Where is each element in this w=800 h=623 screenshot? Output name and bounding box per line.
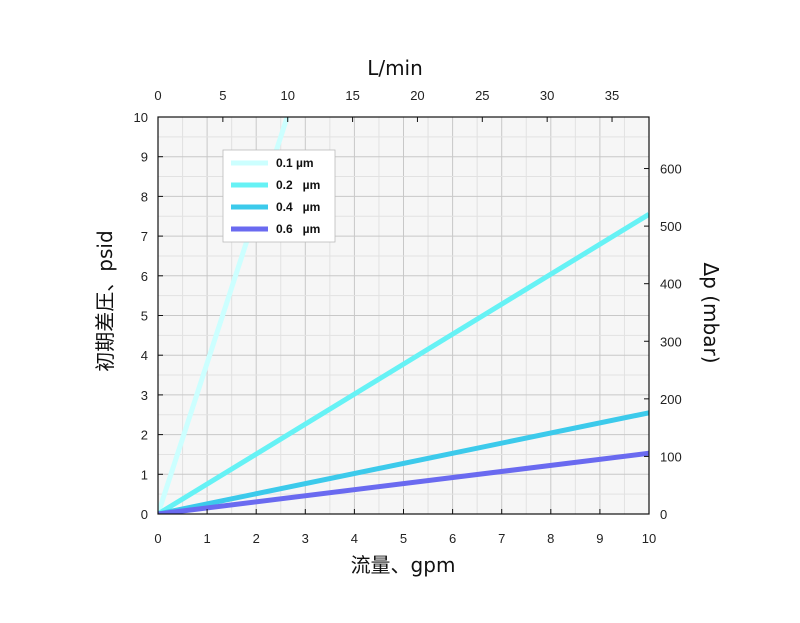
bottom-tick-label: 5 — [400, 531, 407, 546]
series-line-1 — [158, 117, 290, 514]
legend-label: 0.2 µm — [276, 178, 320, 192]
left-tick-label: 3 — [141, 388, 148, 403]
top-tick-label: 20 — [410, 88, 424, 103]
bottom-tick-label: 9 — [596, 531, 603, 546]
top-tick-label: 15 — [345, 88, 359, 103]
bottom-axis-title: 流量、gpm — [351, 553, 456, 577]
left-axis: 0 1 2 3 4 5 6 7 8 9 10 — [134, 110, 163, 522]
legend-label: 0.6 µm — [276, 222, 320, 236]
top-axis-title: L/min — [367, 56, 423, 80]
top-tick-label: 5 — [219, 88, 226, 103]
top-tick-label: 25 — [475, 88, 489, 103]
bottom-axis: 0 1 2 3 4 5 6 7 8 9 10 — [154, 509, 656, 546]
left-tick-label: 4 — [141, 348, 148, 363]
legend-label: 0.1 µm — [276, 156, 314, 170]
left-tick-label: 6 — [141, 269, 148, 284]
left-tick-label: 10 — [134, 110, 148, 125]
bottom-tick-label: 8 — [547, 531, 554, 546]
bottom-tick-label: 3 — [302, 531, 309, 546]
right-tick-label: 500 — [660, 219, 682, 234]
series-line-2 — [158, 212, 649, 514]
bottom-tick-label: 0 — [154, 531, 161, 546]
left-tick-label: 2 — [141, 428, 148, 443]
bottom-tick-label: 4 — [351, 531, 358, 546]
left-tick-label: 0 — [141, 507, 148, 522]
series-layer — [158, 117, 649, 514]
top-tick-label: 0 — [154, 88, 161, 103]
bottom-tick-label: 7 — [498, 531, 505, 546]
right-tick-label: 300 — [660, 334, 682, 349]
bottom-tick-label: 10 — [642, 531, 656, 546]
right-tick-label: 0 — [660, 507, 667, 522]
bottom-tick-label: 1 — [203, 531, 210, 546]
right-tick-label: 600 — [660, 162, 682, 177]
right-tick-label: 100 — [660, 449, 682, 464]
top-tick-label: 30 — [540, 88, 554, 103]
left-tick-label: 7 — [141, 229, 148, 244]
right-axis-title: Δp (mbar) — [699, 263, 723, 364]
left-tick-label: 8 — [141, 189, 148, 204]
series-line-4 — [158, 450, 649, 514]
left-tick-label: 9 — [141, 150, 148, 165]
bottom-tick-label: 2 — [253, 531, 260, 546]
right-tick-label: 400 — [660, 277, 682, 292]
left-axis-title: 初期差圧、psid — [93, 230, 117, 371]
left-tick-label: 5 — [141, 309, 148, 324]
bottom-tick-label: 6 — [449, 531, 456, 546]
top-axis: 0 5 10 15 20 25 30 35 — [154, 88, 619, 122]
right-tick-label: 200 — [660, 392, 682, 407]
right-axis: 0 100 200 300 400 500 600 — [644, 162, 682, 522]
legend-label: 0.4 µm — [276, 200, 320, 214]
top-tick-label: 35 — [605, 88, 619, 103]
series-line-3 — [158, 410, 649, 514]
left-tick-label: 1 — [141, 467, 148, 482]
top-tick-label: 10 — [280, 88, 294, 103]
legend: 0.1 µm 0.2 µm 0.4 µm 0.6 µm — [222, 149, 336, 243]
